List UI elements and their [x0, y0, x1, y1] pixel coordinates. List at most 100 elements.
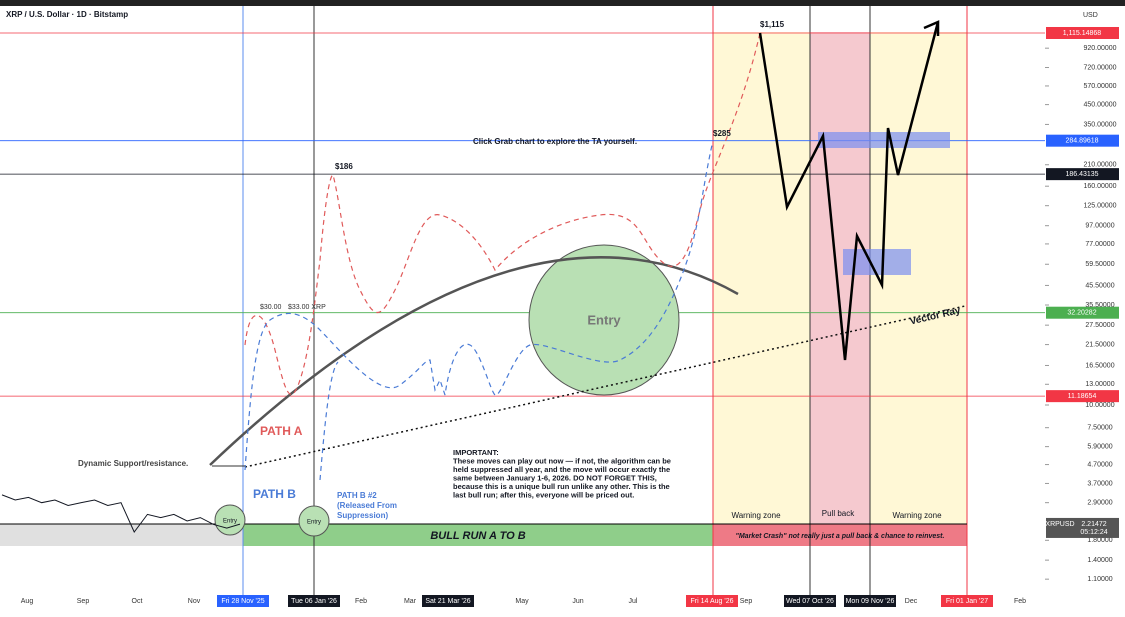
- y-tick-label: 1.10000: [1087, 576, 1112, 583]
- price-tag: [1046, 134, 1119, 147]
- price-line: [1, 494, 241, 533]
- bar-label: BULL RUN A TO B: [430, 530, 525, 542]
- y-tick-label: 27.50000: [1085, 322, 1114, 329]
- y-tick-label: 720.00000: [1083, 64, 1116, 71]
- y-tick-label: 77.00000: [1085, 241, 1114, 248]
- y-tick-label: 16.50000: [1085, 362, 1114, 369]
- y-tick-label: 1.80000: [1087, 537, 1112, 544]
- y-tick-label: 7.50000: [1087, 425, 1112, 432]
- path-a: [244, 32, 761, 395]
- y-tick-label: 21.50000: [1085, 341, 1114, 348]
- y-tick-label: 5.90000: [1087, 443, 1112, 450]
- pullback-zone: [810, 32, 870, 524]
- y-tick-label: 35.50000: [1085, 302, 1114, 309]
- price-tag-label: 32.20282: [1067, 310, 1096, 317]
- annotation: $30.00: [260, 304, 282, 311]
- entry-circle: [214, 504, 246, 536]
- y-tick-label: 210.00000: [1083, 162, 1116, 169]
- price-levels: 1,115.14868 284.89618 186.43135 32.20282 11.…: [0, 26, 1119, 403]
- y-tick-label: 125.00000: [1083, 203, 1116, 210]
- current-tag: [1046, 517, 1119, 538]
- x-tick-label: Sep: [740, 598, 753, 605]
- price-tag: [1046, 306, 1119, 319]
- note-line: IMPORTANT:: [453, 448, 499, 457]
- bull-run-bar: [243, 524, 713, 546]
- y-tick-label: 45.50000: [1085, 282, 1114, 289]
- note-line: These moves can play out now — if not, t…: [453, 456, 671, 465]
- annotation: $33.00 XRP: [288, 304, 326, 311]
- time-tag: [288, 595, 340, 607]
- price-tag-label: 11.18654: [1068, 393, 1097, 400]
- path-b2: [319, 361, 339, 481]
- warning-zone: [713, 32, 810, 524]
- x-tick-label: Sat 21 Mar '26: [425, 598, 470, 605]
- current-price: 2.21472: [1081, 521, 1106, 528]
- path-b: [244, 144, 713, 471]
- note-line: because this is a unique bull run unlike…: [453, 482, 670, 491]
- x-tick-label: Mon 09 Nov '26: [846, 598, 895, 605]
- arrow-head: [923, 20, 940, 36]
- annotation: Click Grab chart to explore the TA yours…: [473, 137, 637, 146]
- time-tag: [422, 595, 474, 607]
- zone-label: Warning zone: [892, 511, 942, 520]
- time-tag: [686, 595, 738, 607]
- y-tick-label: 350.00000: [1083, 121, 1116, 128]
- y-tick-label: 2.90000: [1087, 500, 1112, 507]
- x-tick-label: Feb: [355, 598, 367, 605]
- path-label: PATH B: [253, 487, 296, 501]
- x-tick-label: Fri 14 Aug '26: [691, 598, 734, 605]
- x-tick-label: Fri 28 Nov '25: [221, 598, 264, 605]
- time-tag: [844, 595, 896, 607]
- symbol-tag: XRPUSD: [1045, 521, 1074, 528]
- annotation: $285: [713, 129, 731, 138]
- time-tag: [941, 595, 993, 607]
- annotation: Dynamic Support/resistance.: [78, 459, 188, 468]
- x-tick-label: Fri 01 Jan '27: [946, 598, 988, 605]
- symbol-title: XRP / U.S. Dollar · 1D · Bitstamp: [6, 10, 128, 19]
- path-label: (Released From: [337, 501, 397, 510]
- y-tick-label: 3.70000: [1087, 480, 1112, 487]
- y-tick-label: 13.00000: [1085, 381, 1114, 388]
- price-tag: [1046, 26, 1119, 39]
- y-tick-label: 570.00000: [1083, 83, 1116, 90]
- y-tick-label: 59.50000: [1085, 261, 1114, 268]
- top-bar: [0, 0, 1125, 6]
- x-tick-label: Aug: [21, 598, 34, 605]
- x-tick-label: Dec: [905, 598, 918, 605]
- x-tick-label: Wed 07 Oct '26: [786, 598, 834, 605]
- y-tick-label: 4.70000: [1087, 461, 1112, 468]
- annotation: $186: [335, 162, 353, 171]
- price-tag-label: 186.43135: [1065, 171, 1098, 178]
- time-axis: Aug Sep Oct Nov Fri 28 Nov '25 Tue 06 Jan '26…: [21, 595, 1026, 607]
- price-tag-label: 284.89618: [1065, 138, 1098, 145]
- price-tag: [1046, 390, 1119, 403]
- entry-label: Entry: [223, 519, 237, 525]
- entry-label: Entry: [587, 312, 621, 327]
- x-tick-label: Feb: [1014, 598, 1026, 605]
- note-line: same between January 1-6, 2026. DO NOT F…: [453, 473, 657, 482]
- bar-label: "Market Crash" not really just a pull ba…: [736, 533, 945, 540]
- note-line: last bull run; after this, everyone will…: [453, 490, 634, 499]
- price-tag-label: 1,115.14868: [1063, 30, 1102, 37]
- x-tick-label: Nov: [188, 598, 201, 605]
- y-tick-label: 97.00000: [1085, 223, 1114, 230]
- path-label: Suppression): [337, 511, 388, 520]
- y-tick-label: 1.40000: [1087, 557, 1112, 564]
- x-tick-label: May: [515, 598, 529, 605]
- unit: USD: [1083, 12, 1098, 19]
- y-tick-label: 160.00000: [1083, 183, 1116, 190]
- entry-circle: [528, 244, 680, 396]
- annotation: $1,115: [760, 20, 785, 29]
- time-tag: [217, 595, 269, 607]
- zone-label: Pull back: [822, 509, 855, 518]
- projection: [758, 21, 940, 361]
- y-tick-label: 450.00000: [1083, 101, 1116, 108]
- y-tick-label: 920.00000: [1083, 45, 1116, 52]
- crash-bar: [713, 524, 967, 546]
- range-box: [0, 524, 243, 546]
- path-label: PATH A: [260, 424, 303, 438]
- warning-zone: [870, 32, 967, 524]
- zone-label: Warning zone: [731, 511, 781, 520]
- entry-label: Entry: [307, 520, 321, 526]
